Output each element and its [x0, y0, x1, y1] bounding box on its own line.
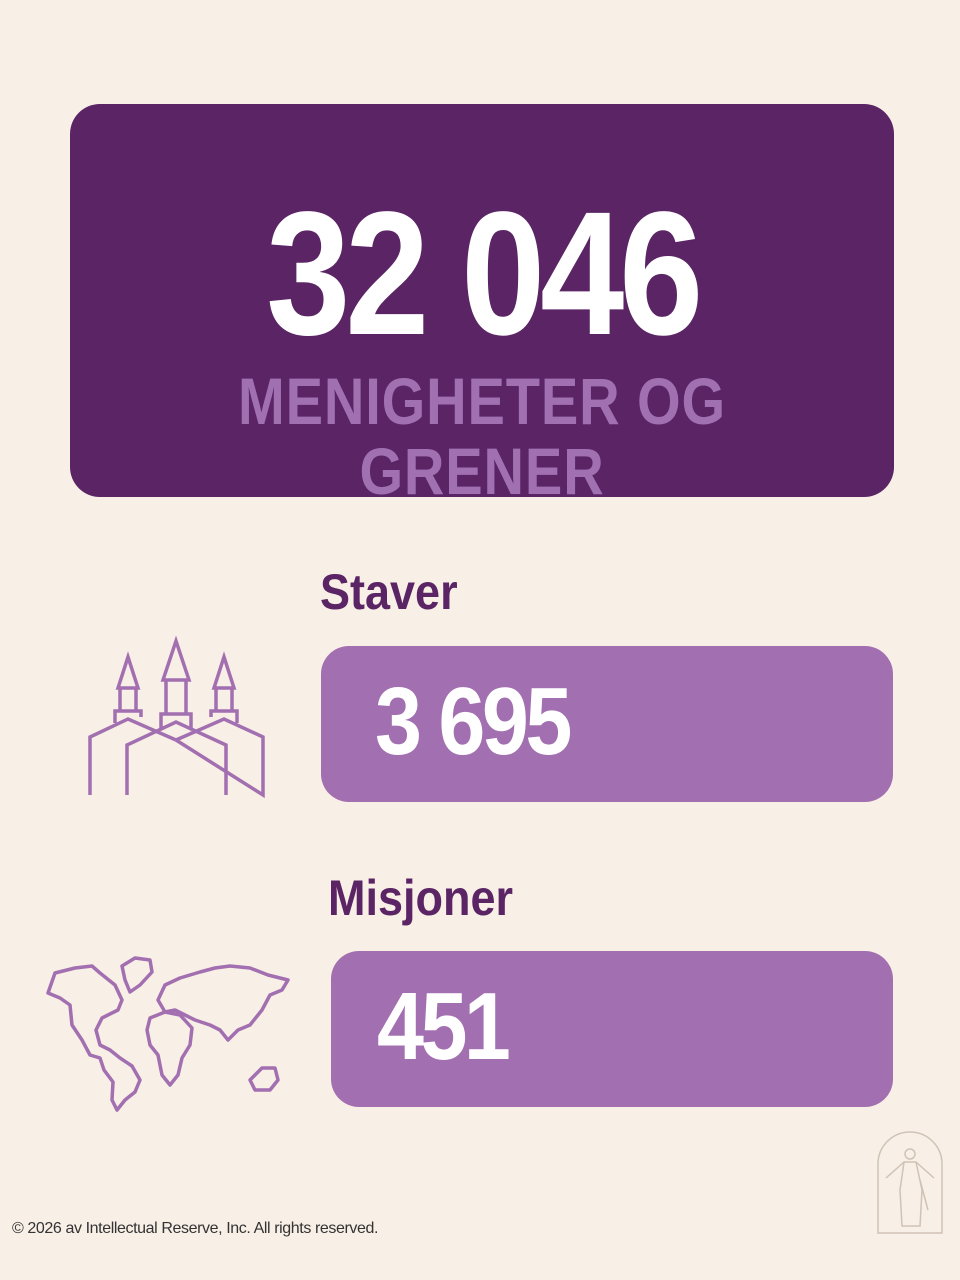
- world-map-icon: [46, 956, 290, 1112]
- stat-value-staver: 3 695: [375, 668, 572, 775]
- christus-statue-logo: [877, 1131, 943, 1234]
- hero-card: 32 046 MENIGHETER OG GRENER: [70, 104, 894, 506]
- stat-heading-misjoner: Misjoner: [328, 870, 514, 926]
- hero-label: MENIGHETER OG GRENER: [238, 364, 726, 508]
- copyright-text: © 2026 av Intellectual Reserve, Inc. All…: [12, 1220, 379, 1237]
- hero-value: 32 046: [266, 176, 703, 372]
- stat-box-staver: 3 695: [321, 646, 893, 802]
- stat-value-misjoner: 451: [377, 973, 511, 1080]
- stat-heading-staver: Staver: [320, 564, 458, 620]
- temple-icon: [88, 635, 265, 799]
- stat-box-misjoner: 451: [331, 951, 893, 1107]
